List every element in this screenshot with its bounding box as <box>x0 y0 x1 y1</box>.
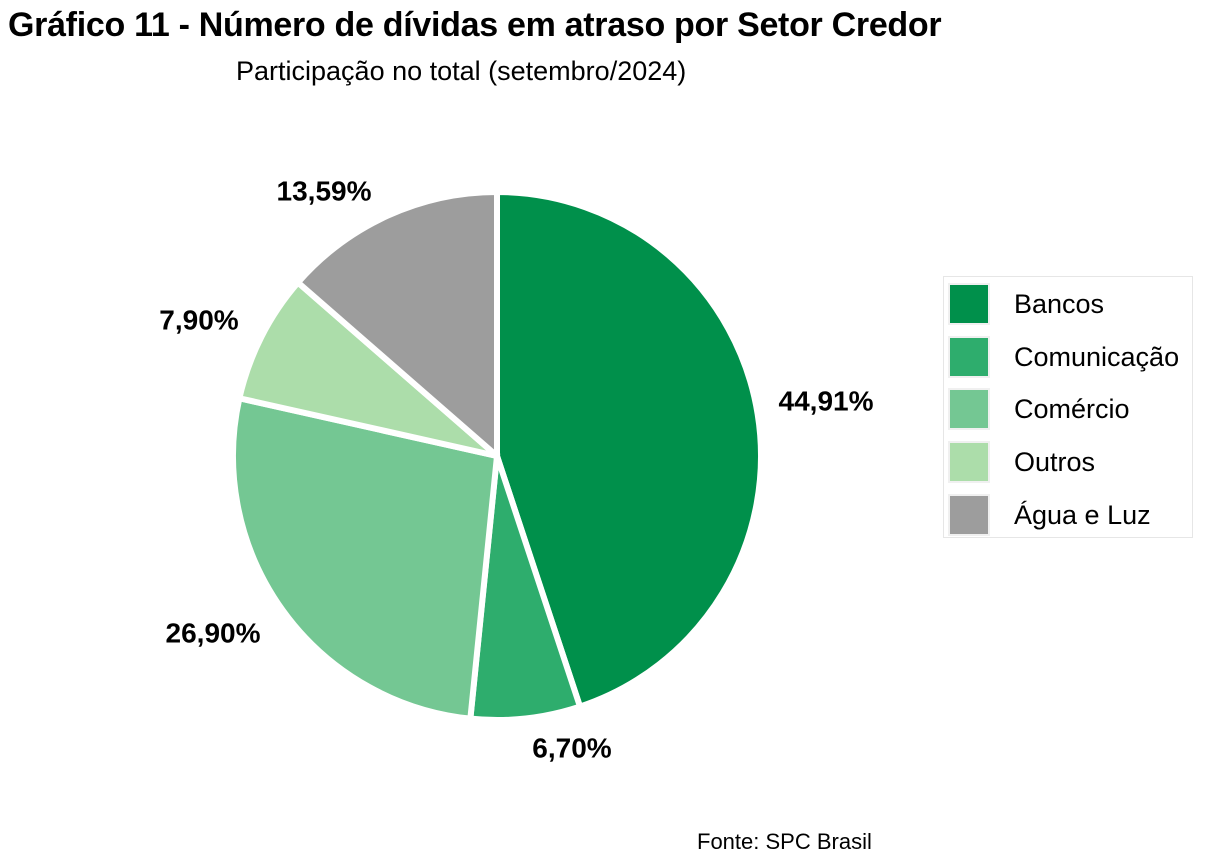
legend-item-outros: Outros <box>950 440 1190 484</box>
pie-slices <box>230 188 764 723</box>
legend-swatch-comercio <box>950 390 988 428</box>
pie-slice-comercio <box>230 394 501 722</box>
legend-label-agua-e-luz: Água e Luz <box>1014 499 1151 530</box>
legend-item-comercio: Comércio <box>950 387 1190 431</box>
data-label-comercio: 26,90% <box>166 617 261 648</box>
pie-slice-bancos <box>494 188 764 711</box>
legend-label-comunicacao: Comunicação <box>1014 341 1180 372</box>
data-label-agua-e-luz: 13,59% <box>277 175 372 206</box>
pie-labels: 44,91% 6,70% 26,90% 7,90% 13,59% <box>159 175 873 763</box>
chart-legend: Bancos Comunicação Comércio Outros Água … <box>943 276 1193 538</box>
chart-source: Fonte: SPC Brasil <box>697 829 872 854</box>
pie-slice-outros <box>235 278 499 459</box>
legend-swatch-bancos <box>950 285 988 323</box>
chart-subtitle: Participação no total (setembro/2024) <box>236 56 687 86</box>
legend-item-comunicacao: Comunicação <box>950 335 1190 379</box>
legend-label-outros: Outros <box>1014 446 1096 477</box>
legend-swatch-agua-e-luz <box>950 496 988 534</box>
legend-label-comercio: Comércio <box>1014 393 1130 424</box>
chart-title: Gráfico 11 - Número de dívidas em atraso… <box>8 6 942 44</box>
data-label-bancos: 44,91% <box>779 385 874 416</box>
legend-item-agua-e-luz: Água e Luz <box>950 493 1190 537</box>
data-label-comunicacao: 6,70% <box>532 732 611 763</box>
legend-label-bancos: Bancos <box>1014 288 1105 319</box>
legend-swatch-comunicacao <box>950 338 988 376</box>
legend-item-bancos: Bancos <box>950 282 1190 326</box>
pie-slice-agua-e-luz <box>293 188 500 463</box>
data-label-outros: 7,90% <box>159 304 238 335</box>
legend-swatch-outros <box>950 443 988 481</box>
